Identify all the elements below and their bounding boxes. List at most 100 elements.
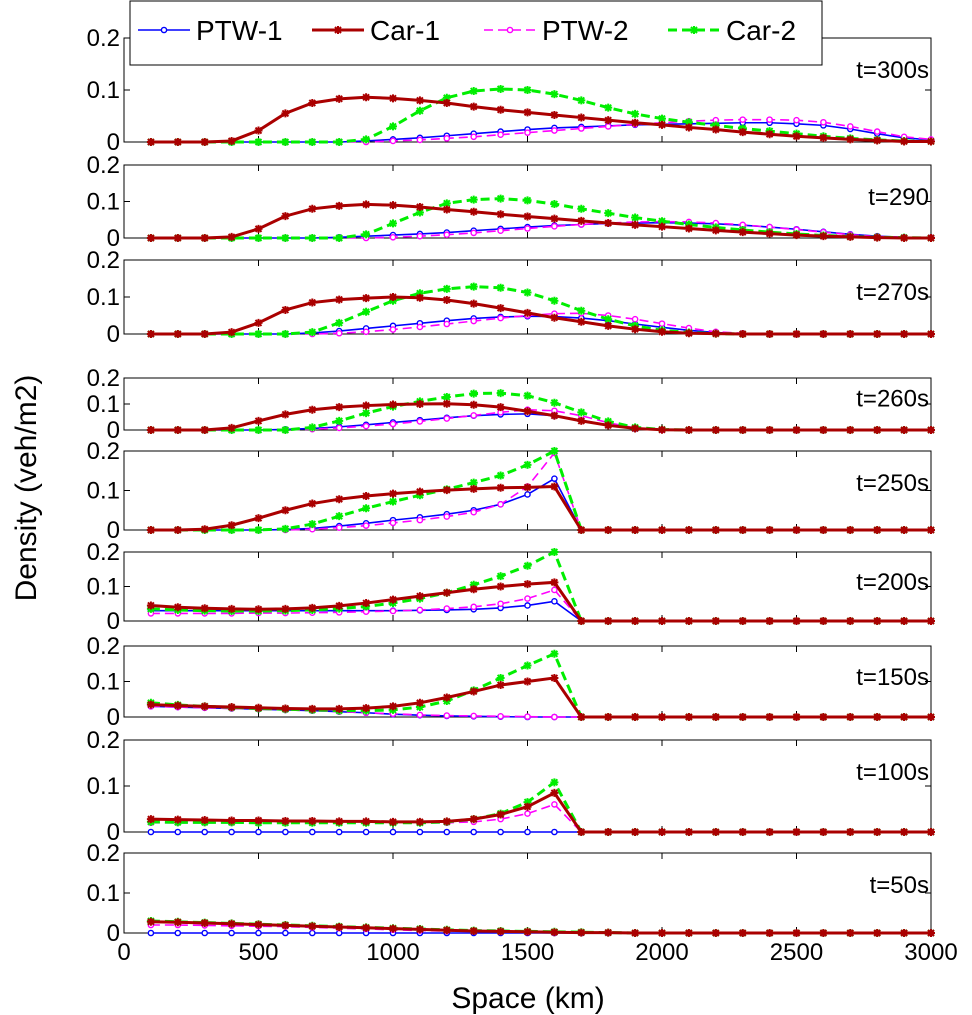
data-point-car-1: [631, 526, 640, 534]
data-point-car-2: [362, 135, 371, 144]
data-point-ptw-2: [739, 116, 747, 123]
data-point-car-1: [873, 526, 882, 534]
data-point-car-1: [227, 919, 236, 928]
data-point-car-2: [684, 220, 693, 229]
data-point-car-1: [200, 138, 209, 146]
data-point-car-1: [523, 677, 532, 686]
data-point-car-2: [281, 524, 290, 533]
data-point-car-1: [900, 426, 909, 434]
data-point-car-1: [550, 313, 559, 322]
data-point-ptw-2: [362, 328, 370, 336]
data-point-ptw-2: [470, 603, 478, 611]
data-point-car-1: [792, 617, 801, 625]
data-point-car-1: [927, 617, 935, 625]
x-tick-label: 1000: [366, 939, 419, 966]
data-point-car-1: [658, 526, 666, 534]
data-point-car-1: [146, 234, 155, 242]
data-point-car-1: [658, 327, 666, 336]
data-point-car-1: [927, 234, 935, 242]
data-point-car-2: [604, 315, 613, 324]
x-tick-label: 2500: [770, 939, 823, 966]
data-point-car-1: [738, 617, 747, 625]
data-point-car-2: [550, 447, 559, 455]
y-tick-label: 0.1: [87, 773, 120, 800]
data-point-car-1: [362, 704, 371, 713]
legend-label: Car-1: [370, 15, 440, 46]
panel-t-150s: 0 0.1 0.2 t=150s: [87, 633, 935, 731]
data-point-car-1: [738, 929, 747, 937]
data-point-car-2: [442, 284, 451, 293]
data-point-car-2: [362, 504, 371, 513]
data-point-car-2: [308, 234, 317, 242]
data-point-car-1: [415, 293, 424, 302]
data-point-car-1: [362, 599, 371, 608]
data-point-car-2: [711, 121, 720, 130]
data-point-car-1: [684, 123, 693, 132]
panel-frame: [123, 259, 932, 335]
data-point-car-2: [254, 526, 263, 534]
data-point-car-1: [550, 482, 559, 491]
panel-t-260s: 00.10.2 t=260s: [87, 365, 935, 444]
data-point-car-2: [523, 86, 532, 94]
data-point-ptw-2: [820, 118, 827, 126]
panel-frame: [123, 739, 932, 833]
data-point-car-2: [469, 195, 478, 204]
data-point-ptw-1: [174, 929, 182, 937]
data-point-car-1: [577, 713, 586, 721]
data-point-car-1: [469, 299, 478, 308]
data-point-car-1: [523, 802, 532, 811]
y-tick-label: 0: [107, 321, 120, 348]
legend-marker: [690, 26, 698, 34]
data-point-car-1: [335, 94, 344, 103]
data-point-car-1: [442, 693, 451, 702]
data-point-car-1: [765, 526, 774, 534]
data-point-car-1: [496, 105, 505, 114]
data-point-car-2: [308, 138, 317, 146]
y-tick-label: 0.1: [87, 880, 120, 907]
data-point-ptw-2: [335, 329, 343, 337]
legend-marker: [334, 26, 342, 34]
data-point-car-2: [496, 283, 505, 292]
data-point-ptw-2: [551, 223, 558, 230]
data-point-ptw-1: [443, 828, 451, 836]
data-point-car-1: [173, 138, 182, 146]
data-point-car-1: [684, 224, 693, 233]
data-point-car-2: [362, 409, 371, 418]
data-point-car-1: [335, 817, 344, 826]
data-point-car-1: [389, 201, 397, 210]
data-point-ptw-1: [551, 828, 558, 836]
data-point-car-1: [900, 828, 909, 836]
data-point-ptw-2: [497, 314, 504, 322]
data-point-car-1: [415, 592, 424, 601]
data-point-car-2: [658, 217, 666, 226]
data-point-car-2: [523, 561, 532, 570]
data-point-car-1: [846, 929, 855, 937]
data-point-car-1: [496, 403, 505, 412]
data-point-car-1: [227, 816, 236, 825]
data-point-car-1: [281, 704, 290, 713]
data-point-car-1: [227, 521, 236, 530]
data-point-car-1: [523, 108, 532, 117]
data-point-car-1: [227, 136, 236, 145]
data-point-car-1: [442, 399, 451, 408]
data-point-car-2: [523, 391, 532, 400]
data-point-car-1: [281, 410, 290, 419]
data-point-ptw-2: [389, 233, 397, 241]
data-point-car-1: [254, 703, 263, 712]
data-point-car-1: [362, 492, 371, 501]
data-point-ptw-1: [282, 929, 289, 937]
data-point-car-1: [792, 929, 801, 937]
data-point-car-1: [711, 929, 720, 937]
data-point-ptw-2: [497, 131, 504, 139]
data-point-ptw-2: [416, 711, 424, 719]
legend-entry-car-1: Car-1: [312, 15, 440, 46]
data-point-car-1: [146, 330, 155, 338]
data-point-car-1: [362, 817, 371, 826]
data-point-car-1: [738, 828, 747, 836]
data-point-car-1: [442, 205, 451, 214]
data-point-car-1: [227, 703, 236, 712]
data-point-car-2: [604, 209, 613, 218]
data-point-ptw-2: [443, 513, 451, 520]
data-point-car-1: [873, 233, 882, 242]
data-point-ptw-1: [228, 828, 235, 836]
